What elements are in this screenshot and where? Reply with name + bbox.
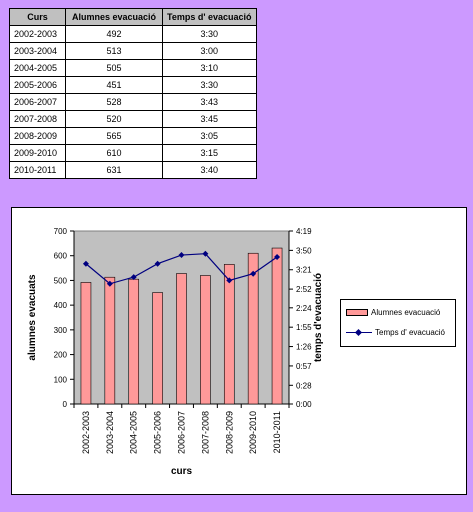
cell-temps: 3:30 xyxy=(162,76,257,94)
bar-alumnes xyxy=(176,273,187,405)
chart-panel: 0 100 200 300 400 500 600 700 0:00 0:28 0:57 1:26 1:… xyxy=(11,207,467,495)
cell-temps: 3:40 xyxy=(162,161,257,179)
legend-swatch-bar-icon xyxy=(346,309,368,316)
y2-tick-label: 3:21 xyxy=(296,266,312,275)
y2-axis-title: temps d'evacuació xyxy=(313,273,324,362)
cell-alumnes: 528 xyxy=(65,93,163,111)
bar-alumnes xyxy=(128,278,140,405)
chart-legend: Alumnes evacuació Temps d' evacuació xyxy=(340,299,456,347)
x-tick-label: 2010-2011 xyxy=(272,411,282,453)
y2-tick-label: 2:24 xyxy=(296,304,312,313)
y2-tick-label: 0:28 xyxy=(296,381,312,390)
bar-alumnes xyxy=(223,264,235,405)
legend-swatch-line-icon xyxy=(346,329,372,337)
y2-tick-label: 0:57 xyxy=(296,362,312,371)
table-row: 2006-2007 528 3:43 xyxy=(9,93,257,111)
x-tick-label: 2009-2010 xyxy=(248,411,258,454)
y-tick-label: 500 xyxy=(54,276,68,285)
column-header-temps: Temps d' evacuació xyxy=(162,8,257,26)
cell-temps: 3:30 xyxy=(162,25,257,43)
point-temps xyxy=(202,250,209,257)
point-temps xyxy=(274,254,281,261)
cell-curs: 2007-2008 xyxy=(9,110,66,128)
x-tick-label: 2008-2009 xyxy=(224,411,234,454)
y-tick-label: 200 xyxy=(54,351,68,360)
bar-alumnes xyxy=(271,247,283,405)
cell-temps: 3:15 xyxy=(162,144,257,162)
cell-alumnes: 520 xyxy=(65,110,163,128)
legend-item-alumnes: Alumnes evacuació xyxy=(346,308,440,317)
data-table: Curs Alumnes evacuació Temps d' evacuaci… xyxy=(9,8,257,179)
bar-alumnes xyxy=(104,276,116,405)
y2-tick-label: 2:52 xyxy=(296,285,312,294)
cell-curs: 2002-2003 xyxy=(9,25,66,43)
cell-curs: 2008-2009 xyxy=(9,127,66,145)
bar-alumnes xyxy=(152,292,163,405)
combo-chart: 0 100 200 300 400 500 600 700 0:00 0:28 0:57 1:26 1:… xyxy=(27,227,324,477)
cell-curs: 2009-2010 xyxy=(9,144,66,162)
x-tick-label: 2005-2006 xyxy=(153,411,163,454)
cell-alumnes: 505 xyxy=(65,59,163,77)
x-tick-label: 2002-2003 xyxy=(81,411,91,454)
table-row: 2003-2004 513 3:00 xyxy=(9,42,257,60)
legend-label-temps: Temps d' evacuació xyxy=(375,328,446,337)
cell-alumnes: 513 xyxy=(65,42,163,60)
y-tick-label: 100 xyxy=(54,375,68,384)
y-tick-label: 300 xyxy=(54,326,68,335)
y-tick-label: 0 xyxy=(63,400,68,409)
x-axis-title: curs xyxy=(171,466,193,477)
bar-alumnes xyxy=(200,275,211,405)
point-temps xyxy=(178,252,185,259)
bar-alumnes xyxy=(80,282,92,405)
cell-alumnes: 610 xyxy=(65,144,163,162)
cell-alumnes: 451 xyxy=(65,76,163,94)
y-tick-label: 400 xyxy=(54,301,68,310)
table-row: 2004-2005 505 3:10 xyxy=(9,59,257,77)
cell-temps: 3:00 xyxy=(162,42,257,60)
table-row: 2002-2003 492 3:30 xyxy=(9,25,257,43)
cell-temps: 3:43 xyxy=(162,93,257,111)
x-tick-label: 2007-2008 xyxy=(200,411,210,454)
legend-item-temps: Temps d' evacuació xyxy=(346,328,445,337)
column-header-alumnes: Alumnes evacuació xyxy=(65,8,163,26)
point-temps xyxy=(106,280,113,287)
point-temps xyxy=(250,270,257,277)
y2-tick-label: 1:26 xyxy=(296,343,312,352)
point-temps xyxy=(130,274,137,281)
cell-curs: 2003-2004 xyxy=(9,42,66,60)
table-row: 2007-2008 520 3:45 xyxy=(9,110,257,128)
table-header-row: Curs Alumnes evacuació Temps d' evacuaci… xyxy=(9,8,257,26)
cell-curs: 2005-2006 xyxy=(9,76,66,94)
table-row: 2010-2011 631 3:40 xyxy=(9,161,257,179)
point-temps xyxy=(82,260,89,267)
bar-alumnes xyxy=(247,252,259,405)
cell-alumnes: 631 xyxy=(65,161,163,179)
y2-tick-label: 1:55 xyxy=(296,323,312,332)
table-row: 2009-2010 610 3:15 xyxy=(9,144,257,162)
cell-curs: 2004-2005 xyxy=(9,59,66,77)
cell-temps: 3:45 xyxy=(162,110,257,128)
x-tick-label: 2004-2005 xyxy=(129,411,139,454)
cell-curs: 2010-2011 xyxy=(9,161,66,179)
column-header-curs: Curs xyxy=(9,8,66,26)
cell-curs: 2006-2007 xyxy=(9,93,66,111)
y2-tick-label: 4:19 xyxy=(296,227,312,236)
y2-tick-label: 3:50 xyxy=(296,246,312,255)
point-temps xyxy=(226,277,233,284)
cell-temps: 3:05 xyxy=(162,127,257,145)
cell-temps: 3:10 xyxy=(162,59,257,77)
table-row: 2005-2006 451 3:30 xyxy=(9,76,257,94)
y-axis-title: alumnes evacuats xyxy=(27,274,38,361)
x-tick-label: 2006-2007 xyxy=(177,411,187,454)
cell-alumnes: 565 xyxy=(65,127,163,145)
y-tick-label: 700 xyxy=(54,227,68,236)
table-row: 2008-2009 565 3:05 xyxy=(9,127,257,145)
y2-tick-label: 0:00 xyxy=(296,400,312,409)
cell-alumnes: 492 xyxy=(65,25,163,43)
point-temps xyxy=(154,260,161,267)
x-tick-label: 2003-2004 xyxy=(105,411,115,454)
y-tick-label: 600 xyxy=(54,252,68,261)
legend-label-alumnes: Alumnes evacuació xyxy=(371,308,441,317)
